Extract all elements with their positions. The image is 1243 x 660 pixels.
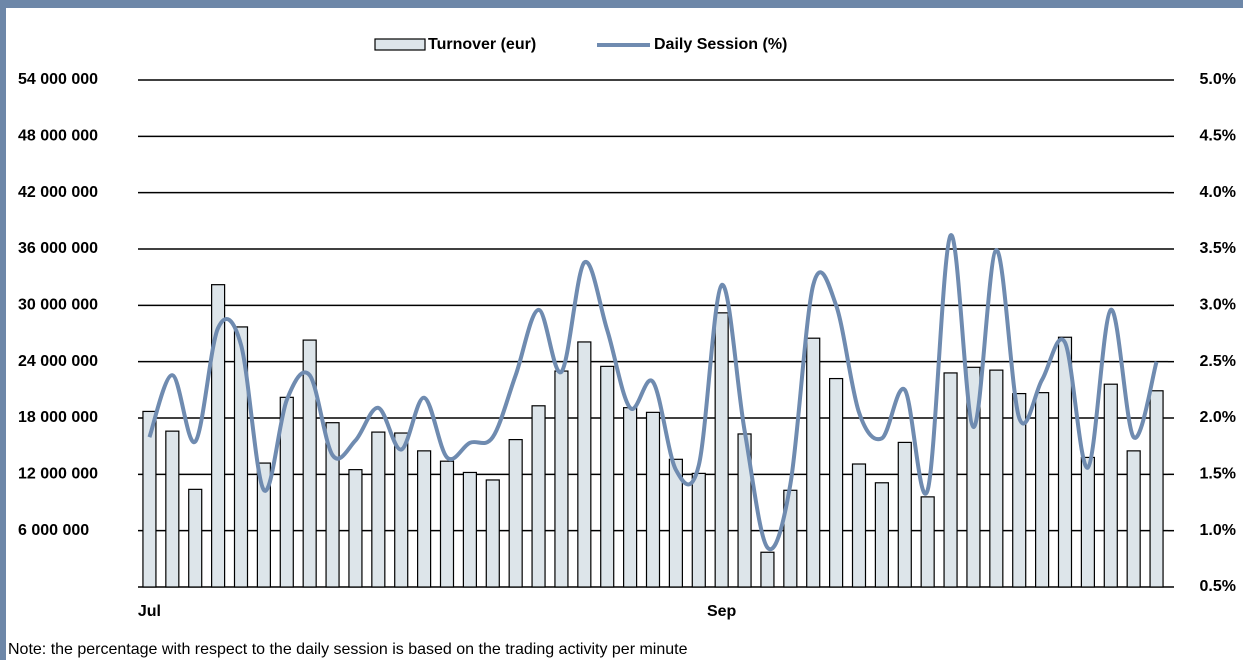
bar: [485, 479, 500, 588]
bar: [188, 488, 203, 588]
bar: [325, 422, 340, 588]
y2-tick-label: 3.5%: [1200, 240, 1236, 257]
bar: [1103, 383, 1118, 588]
bar: [348, 469, 363, 588]
y2-tick-label: 0.5%: [1200, 578, 1236, 595]
bar: [1057, 336, 1073, 588]
bar: [989, 369, 1004, 588]
line: [147, 233, 1159, 552]
bar: [165, 430, 180, 588]
bar: [623, 407, 638, 588]
x-tick-label: Jul: [138, 603, 161, 620]
bar: [691, 472, 706, 588]
bar: [1080, 456, 1095, 588]
y2-tick-label: 1.0%: [1200, 522, 1236, 539]
y2-tick-label: 2.5%: [1200, 353, 1236, 370]
bar: [211, 284, 226, 588]
bar: [1035, 392, 1050, 588]
y-tick-label: 36 000 000: [18, 240, 98, 257]
bar: [897, 441, 912, 588]
bar: [1149, 390, 1164, 588]
bar: [943, 372, 958, 588]
bar: [417, 450, 432, 588]
bar: [1126, 450, 1141, 588]
y-tick-label: 48 000 000: [18, 128, 98, 145]
bar: [371, 431, 386, 588]
bar: [1012, 392, 1027, 588]
y-tick-label: 24 000 000: [18, 353, 98, 370]
y2-tick-label: 2.0%: [1200, 409, 1236, 426]
bar: [874, 482, 889, 588]
bar: [760, 551, 775, 588]
y-tick-label: 6 000 000: [18, 522, 89, 539]
y2-tick-label: 4.0%: [1200, 184, 1236, 201]
bar: [920, 496, 935, 588]
legend-label: Turnover (eur): [428, 36, 536, 53]
bar: [851, 463, 867, 588]
bar: [531, 405, 546, 588]
y2-tick-label: 1.5%: [1200, 466, 1236, 483]
bar: [439, 460, 455, 588]
bar: [508, 438, 523, 588]
legend-label: Daily Session (%): [654, 36, 787, 53]
bar: [600, 365, 615, 588]
bar: [806, 337, 821, 588]
x-tick-label: Sep: [707, 603, 737, 620]
y-tick-label: 54 000 000: [18, 71, 98, 88]
y-tick-label: 42 000 000: [18, 184, 98, 201]
bar: [142, 410, 157, 588]
legend-swatch: [374, 38, 426, 51]
bar: [829, 377, 844, 588]
y-tick-label: 12 000 000: [18, 466, 98, 483]
bar: [645, 411, 661, 588]
note: Note: the percentage with respect to the…: [8, 641, 688, 658]
frame-top: [0, 0, 1243, 8]
bar: [302, 339, 317, 588]
bar: [554, 370, 569, 588]
y-tick-label: 18 000 000: [18, 409, 98, 426]
bar: [462, 471, 477, 588]
bar: [233, 326, 249, 588]
y2-tick-label: 3.0%: [1200, 297, 1236, 314]
bar: [394, 432, 409, 588]
y2-tick-label: 5.0%: [1200, 71, 1236, 88]
y-tick-label: 30 000 000: [18, 297, 98, 314]
y2-tick-label: 4.5%: [1200, 128, 1236, 145]
bar: [577, 341, 592, 588]
frame-left: [0, 0, 6, 660]
bar: [668, 458, 683, 588]
bar: [256, 462, 271, 588]
bar: [714, 312, 729, 588]
